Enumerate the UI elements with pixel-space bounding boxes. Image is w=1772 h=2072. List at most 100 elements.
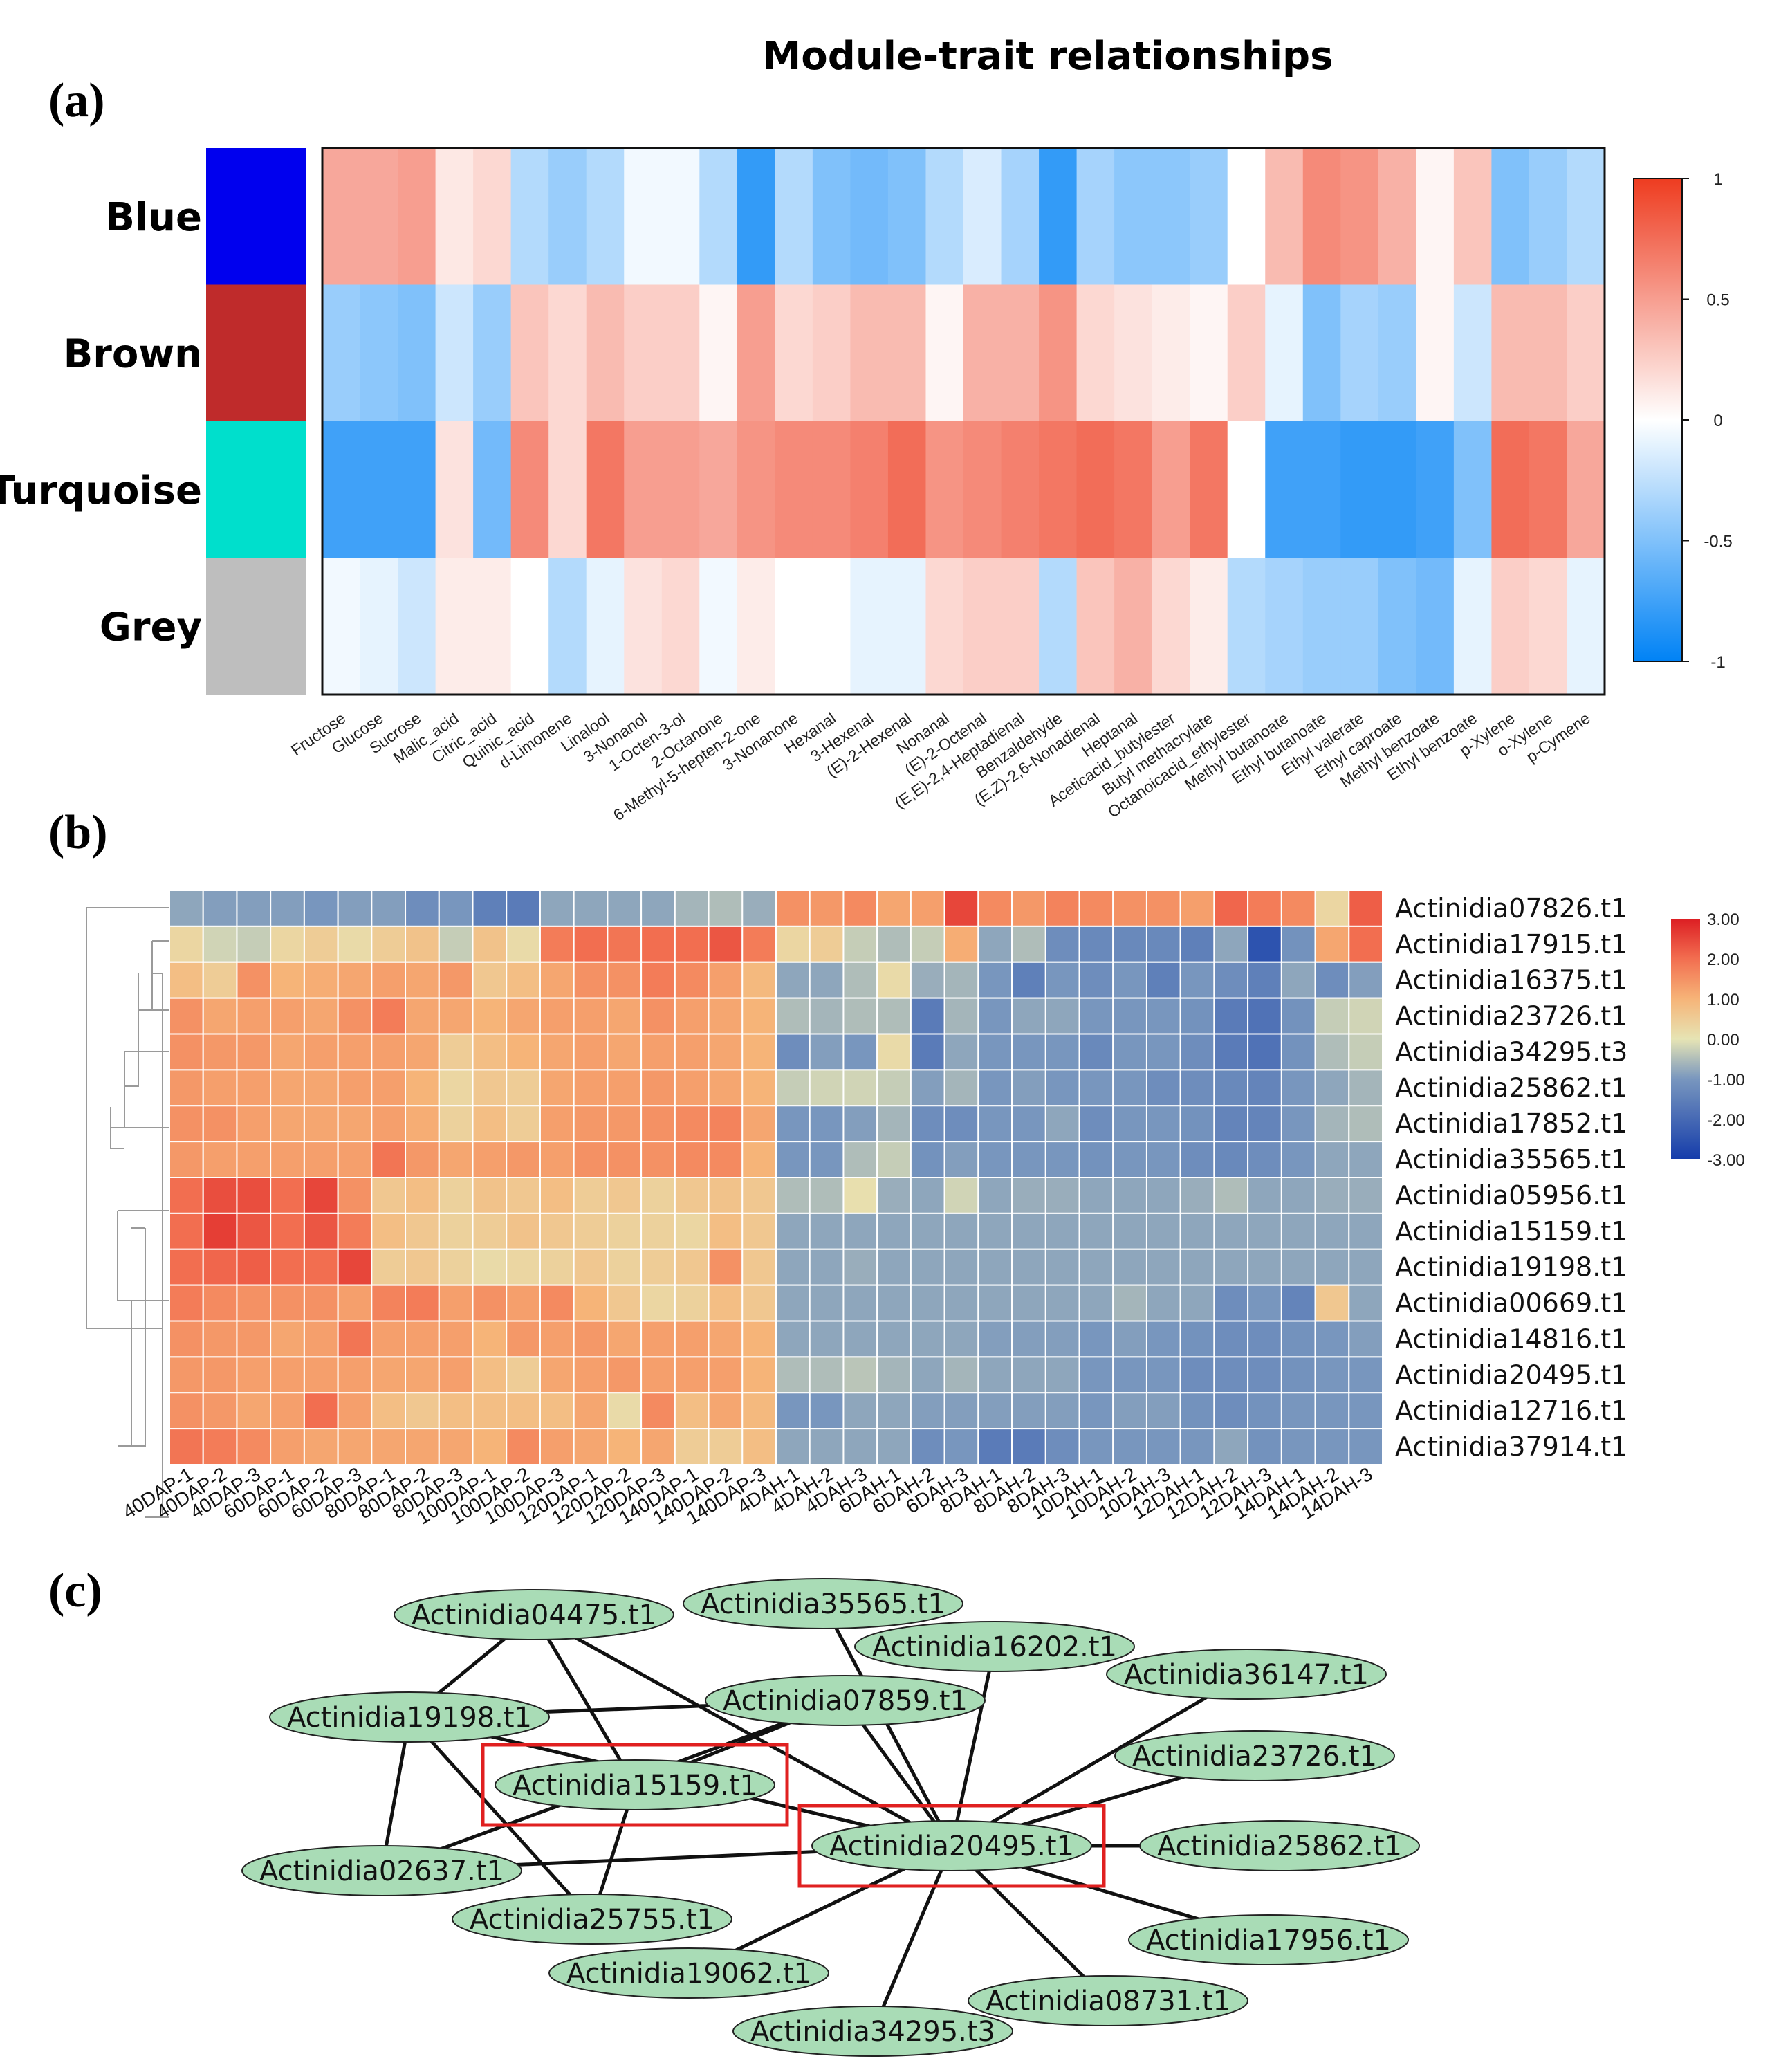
expression-cell	[708, 1428, 744, 1465]
expression-cell	[1314, 1212, 1350, 1250]
trait-cell	[1265, 421, 1304, 559]
expression-cell	[977, 1356, 1013, 1394]
expression-cell	[371, 1069, 407, 1107]
expression-cell	[405, 997, 440, 1035]
expression-cell	[809, 1069, 845, 1107]
expression-cell	[405, 925, 440, 963]
trait-cell	[925, 148, 964, 286]
expression-cell	[708, 1284, 744, 1322]
expression-cell	[741, 1177, 777, 1214]
node-label: Actinidia34295.t3	[750, 2016, 995, 2048]
expression-cell	[842, 925, 878, 963]
expression-cell	[943, 1284, 979, 1322]
expression-cell	[607, 1105, 643, 1143]
expression-cell	[1112, 1105, 1147, 1143]
trait-cell	[1416, 148, 1455, 286]
expression-cell	[1314, 1141, 1350, 1178]
expression-cell	[775, 890, 811, 927]
expression-cell	[1280, 1033, 1316, 1071]
expression-cell	[236, 1033, 272, 1071]
trait-cell	[322, 558, 361, 695]
expression-cell	[573, 1284, 609, 1322]
gene-label: Actinidia23726.t1	[1395, 1001, 1627, 1032]
expression-cell	[1314, 1105, 1350, 1143]
expression-cell	[472, 1141, 508, 1178]
expression-cell	[1078, 1033, 1114, 1071]
expression-cell	[775, 1141, 811, 1178]
expression-cell	[977, 1141, 1013, 1178]
expression-cell	[506, 1033, 541, 1071]
expression-cell	[337, 1069, 373, 1107]
expression-cell	[337, 997, 373, 1035]
trait-cell	[1491, 421, 1530, 559]
expression-cell	[506, 925, 541, 963]
trait-cell	[510, 558, 549, 695]
expression-cell	[842, 1428, 878, 1465]
expression-cell	[1078, 1212, 1114, 1250]
expression-cell	[775, 1033, 811, 1071]
expression-cell	[371, 1105, 407, 1143]
expression-cell	[371, 1356, 407, 1394]
expression-cell	[303, 1392, 339, 1430]
expression-cell	[303, 890, 339, 927]
expression-cell	[169, 1141, 204, 1178]
expression-cell	[337, 1033, 373, 1071]
colorbar-a-tick-label: -0.5	[1704, 533, 1732, 551]
expression-cell	[1078, 997, 1114, 1035]
trait-cell	[925, 284, 964, 422]
expression-cell	[910, 997, 945, 1035]
expression-cell	[1213, 1284, 1249, 1322]
expression-cell	[169, 1392, 204, 1430]
expression-cell	[876, 1356, 912, 1394]
node-label: Actinidia07859.t1	[723, 1685, 968, 1717]
expression-cell	[1044, 1212, 1080, 1250]
expression-cell	[337, 1284, 373, 1322]
trait-cell	[1190, 421, 1228, 559]
expression-cell	[236, 1212, 272, 1250]
expression-cell	[236, 997, 272, 1035]
network-node: Actinidia20495.t1	[797, 1804, 1106, 1888]
trait-cell	[586, 284, 625, 422]
expression-cell	[741, 997, 777, 1035]
network-edge	[950, 1844, 1109, 2002]
expression-cell	[1247, 1105, 1282, 1143]
colorbar-b-tick-label: 0.00	[1707, 1031, 1739, 1049]
network-node: Actinidia02637.t1	[241, 1845, 522, 1896]
expression-cell	[506, 1320, 541, 1358]
expression-cell	[573, 1428, 609, 1465]
expression-cell	[674, 1177, 710, 1214]
expression-cell	[1247, 1320, 1282, 1358]
trait-cell	[473, 558, 512, 695]
colorbar-a-tick-label: 1	[1713, 170, 1722, 189]
expression-cell	[842, 890, 878, 927]
expression-cell	[607, 1320, 643, 1358]
trait-cell	[1340, 148, 1379, 286]
expression-cell	[472, 890, 508, 927]
expression-cell	[809, 890, 845, 927]
trait-cell	[887, 284, 927, 422]
expression-cell	[910, 1105, 945, 1143]
expression-cell	[640, 1033, 676, 1071]
expression-cell	[1314, 1356, 1350, 1394]
expression-cell	[1044, 1033, 1080, 1071]
expression-cell	[842, 1320, 878, 1358]
expression-cell	[842, 1248, 878, 1286]
expression-cell	[438, 1105, 474, 1143]
expression-colorbar: 3.00 2.00 1.00 0.00 -1.00 -2.00 -3.00	[1671, 910, 1745, 1170]
trait-cell	[1152, 421, 1190, 559]
expression-cell	[1314, 1069, 1350, 1107]
expression-cell	[270, 890, 305, 927]
expression-cell	[775, 1105, 811, 1143]
module-trait-colorbar: 1 0.5 0 -0.5 -1	[1633, 170, 1733, 672]
trait-cell	[586, 148, 625, 286]
expression-cell	[1011, 1356, 1046, 1394]
expression-cell	[438, 1356, 474, 1394]
expression-cell	[1112, 1428, 1147, 1465]
expression-cell	[640, 997, 676, 1035]
expression-cell	[539, 890, 575, 927]
network-node: Actinidia35565.t1	[683, 1578, 963, 1629]
colorbar-a-tick-label: -1	[1710, 653, 1725, 672]
expression-cell	[775, 1069, 811, 1107]
trait-cell	[812, 421, 851, 559]
expression-cell	[539, 1069, 575, 1107]
